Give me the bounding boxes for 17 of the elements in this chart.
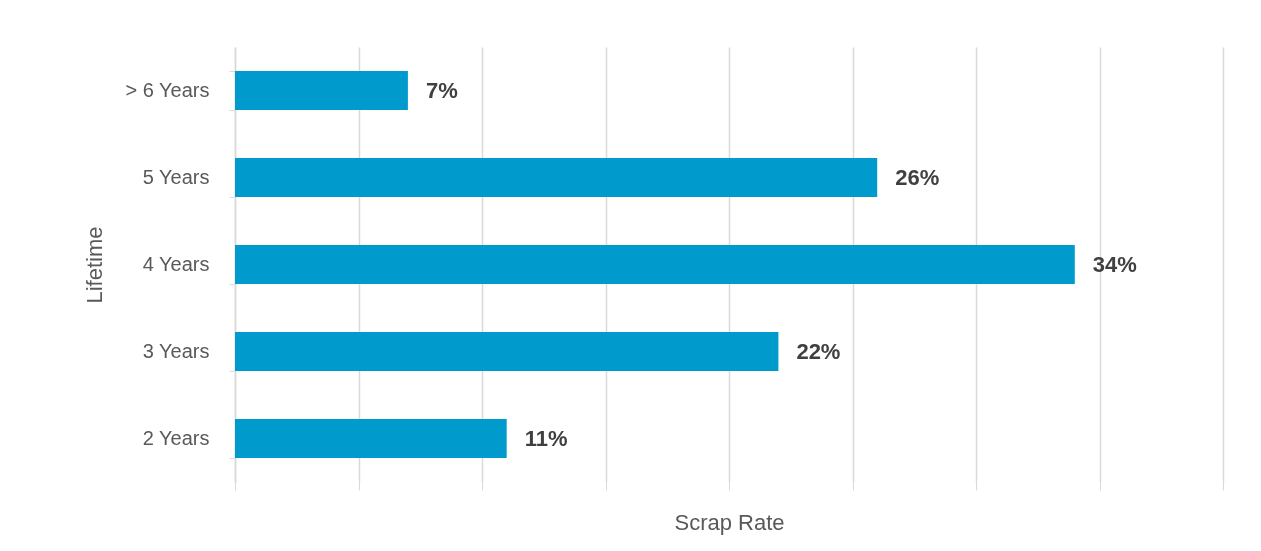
bar	[235, 70, 408, 111]
bar	[235, 331, 779, 372]
data-label: 26%	[895, 164, 940, 190]
data-label: 11%	[524, 425, 568, 451]
y-axis-title: Lifetime	[82, 226, 108, 304]
y-tick-label: > 6 Years	[125, 79, 210, 101]
y-tick-label: 2 Years	[142, 427, 210, 449]
bar	[235, 157, 878, 198]
y-tick-label: 3 Years	[142, 340, 210, 362]
y-tick-label: 4 Years	[142, 253, 210, 275]
data-label: 7%	[425, 77, 458, 103]
data-label: 34%	[1092, 251, 1137, 277]
bar	[235, 244, 1075, 285]
data-label: 22%	[796, 338, 841, 364]
bar	[235, 418, 507, 459]
x-axis-title: Scrap Rate	[674, 510, 785, 535]
y-tick-label: 5 Years	[142, 166, 210, 188]
